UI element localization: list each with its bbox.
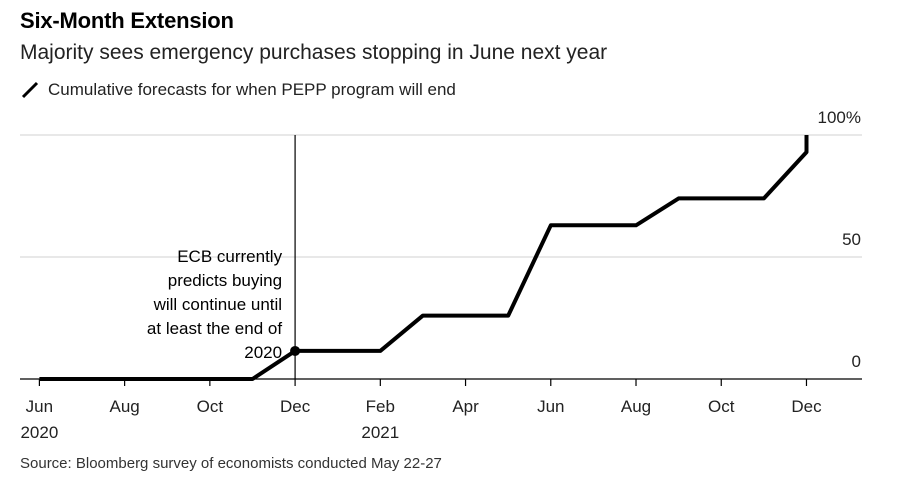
annotation-line-0: ECB currently (177, 247, 282, 266)
x-tick-label-4: Feb (366, 397, 395, 416)
x-tick-label-6: Jun (537, 397, 564, 416)
annotation: ECB currently predicts buying will continu… (147, 247, 283, 362)
annotation-line-2: will continue until (153, 295, 283, 314)
x-tick-label-3: Dec (280, 397, 311, 416)
annotation-line-4: 2020 (244, 343, 282, 362)
x-tick-year-label-0: 2020 (20, 423, 58, 442)
grid-lines (20, 134, 862, 258)
chart-subtitle: Majority sees emergency purchases stoppi… (20, 41, 608, 64)
y-tick-label-100: 100% (818, 108, 861, 127)
source-note: Source: Bloomberg survey of economists c… (20, 455, 442, 472)
series-line-0 (39, 135, 809, 381)
y-tick-label-50: 50 (842, 230, 861, 249)
x-tick-label-1: Aug (109, 397, 139, 416)
chart-title: Six-Month Extension (20, 8, 234, 33)
y-tick-label-0: 0 (852, 352, 861, 371)
x-tick-label-0: Jun (26, 397, 53, 416)
ecb-marker-point (290, 345, 301, 356)
legend: Cumulative forecasts for when PEPP progr… (20, 80, 456, 100)
annotation-line-3: at least the end of (147, 319, 282, 338)
x-tick-label-8: Oct (708, 397, 735, 416)
legend-line-icon (21, 81, 39, 99)
tick-labels: 0 50 100% Jun 2020 Aug Oct Dec Feb 2021 Apr Jun Aug O… (20, 108, 861, 442)
x-tick-year-label-4: 2021 (361, 423, 399, 442)
x-tick-label-5: Apr (452, 397, 479, 416)
x-tick-label-7: Aug (621, 397, 651, 416)
legend-label: Cumulative forecasts for when PEPP progr… (48, 80, 456, 99)
series-layer (39, 135, 809, 381)
x-tick-label-9: Dec (791, 397, 822, 416)
x-tick-label-2: Oct (197, 397, 224, 416)
annotation-line-1: predicts buying (168, 271, 282, 290)
